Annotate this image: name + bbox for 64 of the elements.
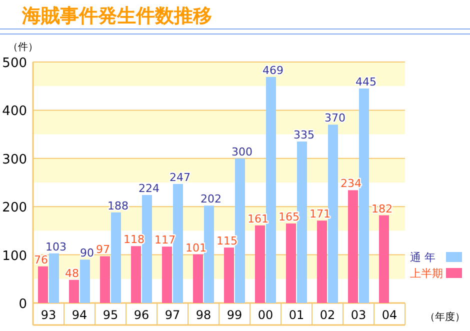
bar (317, 220, 327, 303)
data-label: 370 (324, 112, 346, 125)
bar (359, 88, 369, 303)
data-label: 103 (46, 240, 66, 254)
y-tick-label: 0 (18, 297, 27, 312)
bar (111, 212, 121, 303)
x-tick-label: 03 (350, 308, 366, 322)
bar (38, 266, 48, 303)
bar (142, 195, 152, 303)
x-tick-label: 93 (40, 308, 56, 322)
bar (69, 280, 79, 303)
bar (80, 260, 90, 303)
bar (173, 184, 183, 303)
bar (193, 254, 203, 303)
bar (297, 142, 307, 303)
bar (162, 246, 172, 303)
x-tick-label: 96 (134, 308, 150, 322)
bar (235, 158, 245, 303)
y-tick-label: 300 (2, 152, 27, 168)
bar (224, 248, 234, 303)
data-label: 115 (216, 234, 238, 248)
x-axis-title: （年度） (425, 311, 465, 323)
legend-label: 上半期 (410, 267, 443, 280)
x-tick-label: 00 (258, 308, 274, 322)
y-axis-title: （件） (8, 42, 38, 53)
x-tick-label: 98 (196, 308, 212, 322)
y-tick-label: 500 (2, 56, 27, 71)
bar (379, 215, 389, 303)
data-label: 335 (294, 128, 314, 142)
bar (328, 124, 338, 303)
bar (266, 76, 276, 303)
data-label: 188 (108, 199, 128, 212)
x-tick-label: 95 (102, 308, 118, 322)
data-label: 224 (138, 182, 160, 196)
legend-label: 通 年 (410, 251, 436, 264)
bar (255, 225, 265, 303)
y-tick-label: 400 (2, 104, 27, 120)
data-label: 234 (340, 177, 362, 190)
bar (286, 223, 296, 303)
bar (131, 246, 141, 303)
bar (204, 206, 214, 303)
data-label: 117 (154, 234, 176, 247)
x-tick-label: 02 (320, 308, 336, 322)
bar (100, 256, 110, 303)
data-label: 202 (200, 192, 222, 206)
data-label: 97 (96, 243, 110, 256)
data-label: 101 (186, 241, 206, 254)
x-tick-label: 99 (226, 308, 242, 322)
x-tick-label: 97 (164, 308, 180, 322)
y-tick-label: 100 (2, 248, 27, 264)
data-label: 300 (232, 145, 252, 158)
data-label: 469 (262, 64, 284, 77)
data-label: 445 (356, 76, 376, 89)
data-label: 118 (124, 233, 144, 246)
chart-title: 海賊事件発生件数推移 (21, 5, 212, 27)
x-tick-label: 01 (288, 308, 304, 322)
data-label: 76 (34, 253, 48, 266)
bar (49, 253, 59, 303)
data-label: 247 (170, 170, 190, 184)
y-tick-label: 200 (2, 200, 27, 216)
x-tick-label: 94 (72, 308, 88, 322)
x-tick-label: 04 (382, 308, 398, 322)
bar (348, 190, 358, 303)
data-label: 48 (65, 266, 79, 280)
